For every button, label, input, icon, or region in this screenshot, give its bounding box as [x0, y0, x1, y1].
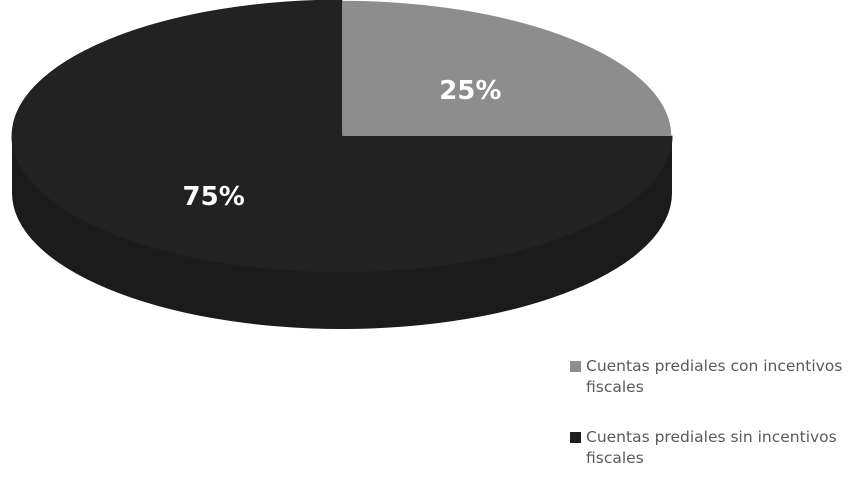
legend-item: Cuentas prediales sin incentivos fiscale… [570, 427, 860, 469]
legend-swatch-sin-incentivos [570, 432, 581, 443]
pie-depth-layer [12, 136, 672, 329]
pie-top-front-edge [11, 135, 673, 273]
pie-chart: 25% 75% Cuentas prediales con incentivos … [11, 0, 842, 467]
pie-chart-svg: 25% 75% [11, 0, 673, 329]
legend-swatch-con-incentivos [570, 361, 581, 372]
legend: Cuentas prediales con incentivos fiscale… [570, 356, 860, 498]
pie-side-wall [12, 136, 672, 329]
pie-slices-layer [11, 0, 673, 273]
pie-labels-layer: 25% 75% [183, 76, 502, 212]
pie-data-label-sin-incentivos: 75% [183, 182, 245, 212]
pie-slice-con-incentivos [341, 0, 673, 137]
legend-item: Cuentas prediales con incentivos fiscale… [570, 356, 860, 398]
legend-label-con-incentivos: Cuentas prediales con incentivos fiscale… [586, 357, 843, 396]
pie-data-label-con-incentivos: 25% [439, 76, 501, 106]
legend-label-sin-incentivos: Cuentas prediales sin incentivos fiscale… [586, 428, 837, 467]
